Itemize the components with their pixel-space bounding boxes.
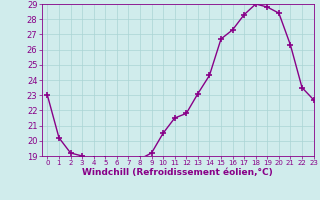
X-axis label: Windchill (Refroidissement éolien,°C): Windchill (Refroidissement éolien,°C)	[82, 168, 273, 177]
